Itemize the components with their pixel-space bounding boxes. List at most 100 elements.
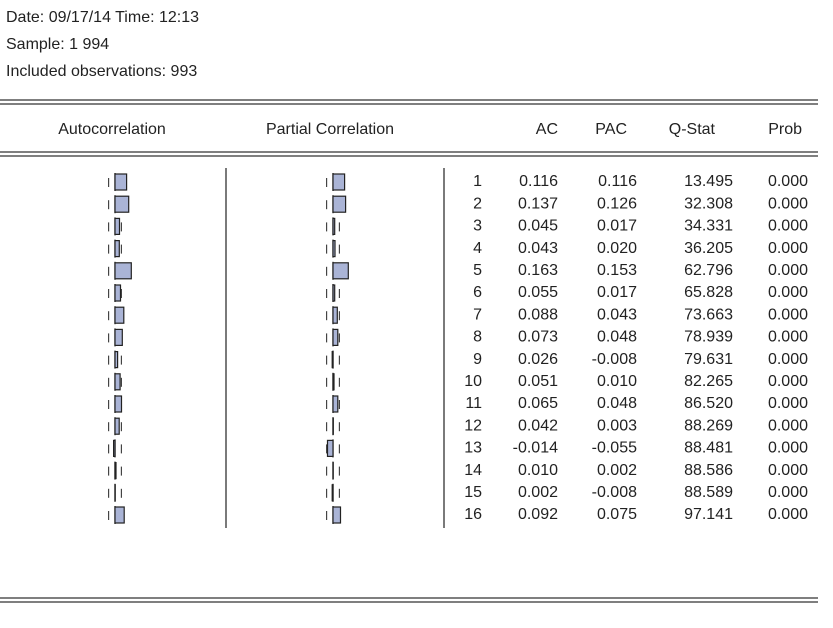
correlation-bar [112, 439, 116, 457]
correlation-bar [332, 373, 335, 391]
cell: 0.000 [768, 306, 808, 323]
cell: 0.000 [768, 329, 808, 346]
cell: 2 [473, 195, 482, 212]
cell: 10 [464, 373, 482, 390]
cell: 62.796 [684, 262, 733, 279]
cell: 0.042 [518, 417, 558, 434]
cell: 32.308 [684, 195, 733, 212]
correlation-bar [332, 395, 339, 413]
cell: 0.055 [518, 284, 558, 301]
correlation-bar [331, 351, 334, 369]
cell: 4 [473, 240, 482, 257]
cell: 0.075 [597, 506, 637, 523]
cell: 0.000 [768, 395, 808, 412]
cell: 0.010 [518, 462, 558, 479]
cell: 0.026 [518, 351, 558, 368]
cell: 0.137 [518, 195, 558, 212]
cell: 0.000 [768, 462, 808, 479]
cell: 11 [465, 395, 482, 412]
cell: 16 [464, 506, 482, 523]
correlation-bar [114, 506, 125, 524]
cell: 0.017 [597, 218, 637, 235]
cell: 0.092 [518, 506, 558, 523]
cell: 0.045 [518, 218, 558, 235]
correlation-bar [114, 284, 122, 302]
correlation-bar [114, 195, 130, 213]
cell: 73.663 [684, 306, 733, 323]
cell: 65.828 [684, 284, 733, 301]
cell: 0.003 [597, 417, 637, 434]
cell: 0.000 [768, 218, 808, 235]
cell: 86.520 [684, 395, 733, 412]
cell: 0.000 [768, 440, 808, 457]
correlation-bar [114, 217, 121, 235]
cell: 14 [464, 462, 482, 479]
cell: 0.116 [598, 173, 637, 190]
correlation-bar [332, 506, 342, 524]
cell: -0.014 [513, 440, 558, 457]
cell: 0.002 [518, 484, 558, 501]
cell: 36.205 [684, 240, 733, 257]
cell: 9 [473, 351, 482, 368]
correlation-bar [114, 395, 123, 413]
cell: 6 [473, 284, 482, 301]
cell: 8 [473, 329, 482, 346]
cell: 88.589 [684, 484, 733, 501]
cell: 1 [473, 173, 482, 190]
correlation-bar [114, 351, 119, 369]
correlation-bar [332, 240, 336, 258]
cell: 15 [464, 484, 482, 501]
cell: 0.017 [597, 284, 637, 301]
correlation-bar [114, 462, 117, 480]
cell: 0.048 [597, 329, 637, 346]
correlation-bar [114, 373, 121, 391]
correlation-bar [331, 484, 334, 502]
header-line: Included observations: 993 [6, 63, 197, 80]
column-header: PAC [595, 121, 627, 138]
cell: 0.116 [519, 173, 558, 190]
cell: 0.000 [768, 240, 808, 257]
correlation-bar [332, 173, 346, 191]
cell: 97.141 [684, 506, 733, 523]
column-header: Prob [768, 121, 802, 138]
cell: -0.008 [592, 351, 637, 368]
cell: 3 [473, 218, 482, 235]
cell: 0.000 [768, 506, 808, 523]
cell: 0.020 [597, 240, 637, 257]
cell: 0.000 [768, 284, 808, 301]
cell: 0.163 [518, 262, 558, 279]
cell: 34.331 [684, 218, 733, 235]
cell: 7 [473, 306, 482, 323]
correlation-bar [332, 262, 349, 280]
correlation-bar [114, 262, 132, 280]
correlation-bar [114, 328, 123, 346]
cell: 0.010 [597, 373, 637, 390]
column-header: Partial Correlation [266, 121, 394, 138]
cell: 0.000 [768, 484, 808, 501]
correlation-bar [332, 195, 347, 213]
column-header: Autocorrelation [58, 121, 166, 138]
cell: -0.008 [592, 484, 637, 501]
cell: 12 [464, 417, 482, 434]
correlation-bar [114, 306, 125, 324]
cell: 0.073 [518, 329, 558, 346]
cell: 79.631 [684, 351, 733, 368]
cell: 0.043 [597, 306, 637, 323]
column-header: AC [536, 121, 558, 138]
correlation-bar [114, 173, 128, 191]
cell: 0.048 [597, 395, 637, 412]
cell: 88.481 [684, 440, 733, 457]
cell: 0.000 [768, 195, 808, 212]
cell: 0.126 [597, 195, 637, 212]
cell: 5 [473, 262, 482, 279]
correlation-bar [332, 306, 338, 324]
cell: 0.065 [518, 395, 558, 412]
cell: 13 [464, 440, 482, 457]
cell: 0.153 [597, 262, 637, 279]
cell: 0.043 [518, 240, 558, 257]
correlation-bar [326, 439, 334, 457]
cell: 88.269 [684, 417, 733, 434]
cell: 0.000 [768, 262, 808, 279]
correlation-bar [114, 240, 120, 258]
